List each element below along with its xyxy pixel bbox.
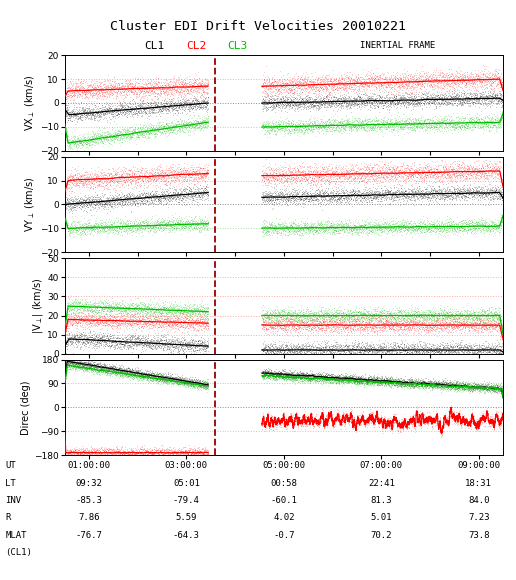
Text: 22:41: 22:41	[368, 478, 395, 488]
Text: -60.1: -60.1	[270, 496, 297, 505]
Text: 09:32: 09:32	[75, 478, 102, 488]
Text: CL2: CL2	[186, 41, 206, 50]
Y-axis label: VX$_\perp$ (km/s): VX$_\perp$ (km/s)	[24, 75, 37, 131]
Text: 7.23: 7.23	[468, 513, 490, 523]
Text: INERTIAL FRAME: INERTIAL FRAME	[360, 41, 435, 50]
Text: -85.3: -85.3	[75, 496, 102, 505]
Text: 00:58: 00:58	[270, 478, 297, 488]
Text: UT: UT	[5, 461, 16, 470]
Text: CL1: CL1	[144, 41, 165, 50]
Text: (CL1): (CL1)	[5, 548, 32, 557]
Text: INV: INV	[5, 496, 21, 505]
Text: Cluster EDI Drift Velocities 20010221: Cluster EDI Drift Velocities 20010221	[110, 20, 406, 33]
Text: -64.3: -64.3	[173, 531, 200, 540]
Text: -79.4: -79.4	[173, 496, 200, 505]
Y-axis label: |V$_\perp$| (km/s): |V$_\perp$| (km/s)	[30, 278, 45, 334]
Text: 07:00:00: 07:00:00	[360, 461, 403, 470]
Text: 18:31: 18:31	[465, 478, 492, 488]
Y-axis label: VY$_\perp$ (km/s): VY$_\perp$ (km/s)	[24, 176, 37, 233]
Text: 5.01: 5.01	[370, 513, 392, 523]
Text: 84.0: 84.0	[468, 496, 490, 505]
Text: 73.8: 73.8	[468, 531, 490, 540]
Text: 05:01: 05:01	[173, 478, 200, 488]
Text: R: R	[5, 513, 10, 523]
Y-axis label: Direc (deg): Direc (deg)	[22, 380, 31, 434]
Text: LT: LT	[5, 478, 16, 488]
Text: 4.02: 4.02	[273, 513, 295, 523]
Text: 09:00:00: 09:00:00	[457, 461, 500, 470]
Text: 7.86: 7.86	[78, 513, 100, 523]
Text: 70.2: 70.2	[370, 531, 392, 540]
Text: 01:00:00: 01:00:00	[68, 461, 110, 470]
Text: -0.7: -0.7	[273, 531, 295, 540]
Text: CL3: CL3	[227, 41, 248, 50]
Text: -76.7: -76.7	[75, 531, 102, 540]
Text: 05:00:00: 05:00:00	[262, 461, 305, 470]
Text: 5.59: 5.59	[175, 513, 197, 523]
Text: MLAT: MLAT	[5, 531, 27, 540]
Text: 03:00:00: 03:00:00	[165, 461, 208, 470]
Text: 81.3: 81.3	[370, 496, 392, 505]
